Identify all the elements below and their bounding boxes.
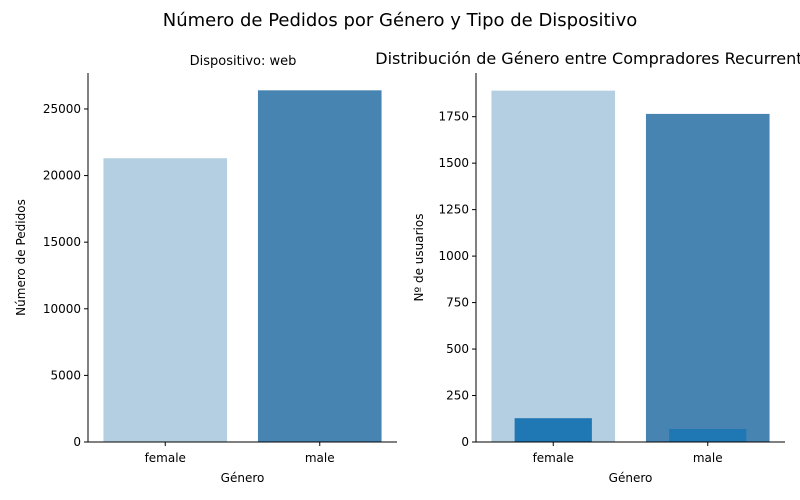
y-tick-label: 500 (446, 342, 469, 356)
y-tick-label: 5000 (50, 368, 81, 382)
chart-panel-web: 0 5000 10000 15000 20000 25000 female male Dispo… (14, 54, 397, 485)
y-tick-label: 15000 (43, 235, 81, 249)
y-axis-label: Nº de usuarios (412, 214, 426, 302)
bar-female (491, 90, 616, 443)
y-tick-label: 10000 (43, 302, 81, 316)
y-tick-label: 25000 (43, 102, 81, 116)
figure-title: Número de Pedidos por Género y Tipo de D… (163, 10, 637, 31)
y-tick-label: 1750 (438, 110, 469, 124)
x-tick-label-male: male (693, 451, 723, 465)
y-tick-label: 250 (446, 389, 469, 403)
y-tick-label: 750 (446, 296, 469, 310)
y-axis-label: Número de Pedidos (14, 199, 28, 316)
y-tick-label: 0 (461, 435, 469, 449)
bar-male (645, 113, 770, 442)
y-tick-label: 1500 (438, 156, 469, 170)
x-tick-label-female: female (145, 451, 186, 465)
x-tick-label-female: female (533, 451, 574, 465)
bar-recurrent-female (514, 418, 592, 442)
x-axis-label: Género (221, 471, 265, 485)
x-tick-label-male: male (305, 451, 335, 465)
x-axis-label: Género (609, 471, 653, 485)
bar-male (257, 90, 382, 442)
panel-title: Dispositivo: web (190, 54, 297, 69)
chart-panel-recurrentes: 0 250 500 750 1000 1250 1500 1750 female male Dist… (375, 49, 800, 485)
panel-title: Distribución de Género entre Compradores… (375, 49, 800, 68)
bar-recurrent-male (669, 428, 747, 442)
y-tick-label: 20000 (43, 169, 81, 183)
bar-female (103, 158, 228, 442)
y-tick-label: 1000 (438, 249, 469, 263)
y-tick-label: 0 (73, 435, 81, 449)
y-tick-label: 1250 (438, 203, 469, 217)
